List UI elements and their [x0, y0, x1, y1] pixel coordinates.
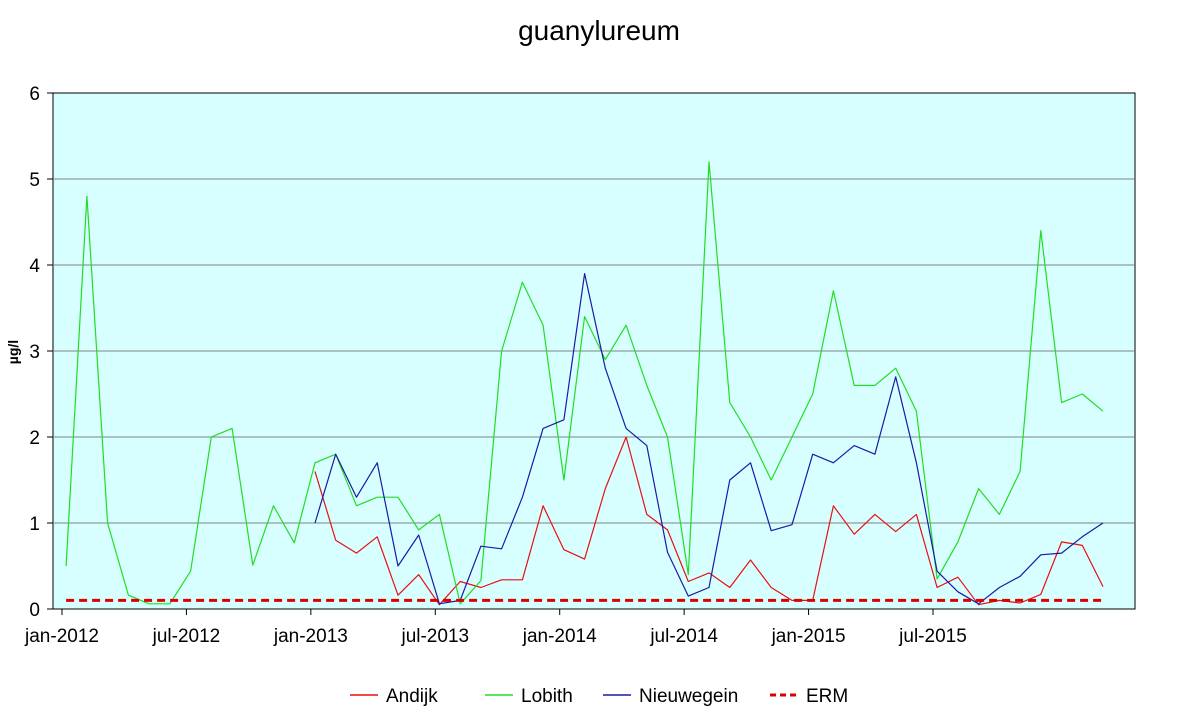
y-axis-ticks: 0 1 2 3 4 5 6 [29, 84, 53, 621]
legend-label-nieuwegein: Nieuwegein [639, 686, 738, 707]
chart-title: guanylureum [518, 15, 680, 46]
x-tick-label: jul-2014 [649, 626, 718, 647]
y-tick-label: 4 [29, 256, 40, 277]
legend-label-lobith: Lobith [521, 686, 573, 707]
y-tick-label: 0 [29, 600, 40, 621]
y-tick-label: 6 [29, 84, 40, 105]
legend: Andijk Lobith Nieuwegein ERM [350, 686, 848, 707]
y-tick-label: 2 [29, 428, 40, 449]
x-tick-label: jul-2013 [400, 626, 469, 647]
series-line-andijk [314, 436, 1104, 606]
legend-label-erm: ERM [806, 686, 848, 707]
series-line-lobith [65, 161, 1104, 605]
y-tick-label: 5 [29, 170, 40, 191]
series-lines [65, 161, 1104, 606]
x-tick-label: jan-2014 [522, 626, 597, 647]
x-tick-label: jul-2015 [898, 626, 967, 647]
x-tick-label: jul-2012 [152, 626, 221, 647]
x-tick-label: jan-2015 [771, 626, 846, 647]
x-axis-ticks: jan-2012 jul-2012 jan-2013 jul-2013 jan-2014… [24, 609, 967, 647]
y-tick-label: 3 [29, 342, 40, 363]
x-tick-label: jan-2012 [24, 626, 99, 647]
legend-label-andijk: Andijk [386, 686, 438, 707]
y-axis-label: µg/l [5, 340, 21, 364]
x-tick-label: jan-2013 [273, 626, 348, 647]
series-line-nieuwegein [314, 273, 1104, 605]
y-tick-label: 1 [29, 514, 40, 535]
